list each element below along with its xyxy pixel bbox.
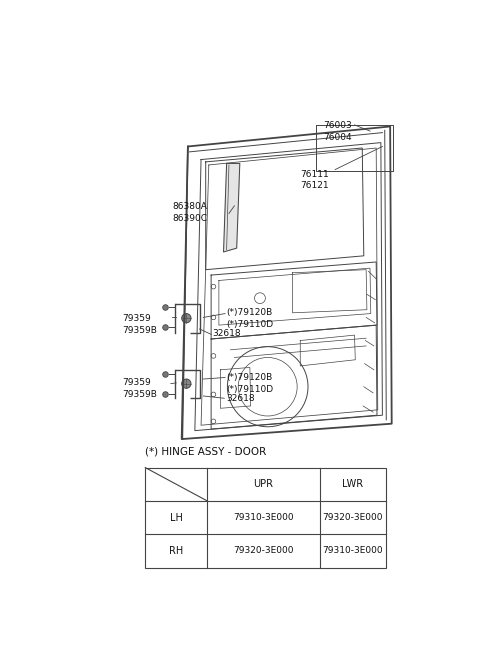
Text: 32618: 32618 (212, 329, 240, 338)
Text: (*)79120B
(*)79110D: (*)79120B (*)79110D (227, 373, 274, 394)
Polygon shape (224, 163, 240, 252)
Bar (145, 468, 385, 567)
Circle shape (181, 314, 191, 323)
Text: 79310-3E000: 79310-3E000 (233, 513, 294, 522)
Text: 79359
79359B: 79359 79359B (122, 379, 157, 399)
Text: 79359
79359B: 79359 79359B (122, 314, 157, 335)
Text: 76003
76004: 76003 76004 (324, 121, 352, 142)
Text: (*) HINGE ASSY - DOOR: (*) HINGE ASSY - DOOR (145, 446, 266, 456)
Text: 76111
76121: 76111 76121 (300, 170, 329, 190)
Text: LWR: LWR (342, 480, 363, 489)
Text: LH: LH (170, 512, 183, 523)
Text: RH: RH (169, 546, 183, 556)
Text: UPR: UPR (253, 480, 274, 489)
Circle shape (181, 379, 191, 388)
Text: 79310-3E000: 79310-3E000 (322, 546, 383, 556)
Text: 32618: 32618 (227, 394, 255, 403)
Text: 79320-3E000: 79320-3E000 (322, 513, 383, 522)
Text: 86380A
86390C: 86380A 86390C (172, 202, 207, 223)
Text: (*)79120B
(*)79110D: (*)79120B (*)79110D (227, 308, 274, 329)
Text: 79320-3E000: 79320-3E000 (233, 546, 294, 556)
